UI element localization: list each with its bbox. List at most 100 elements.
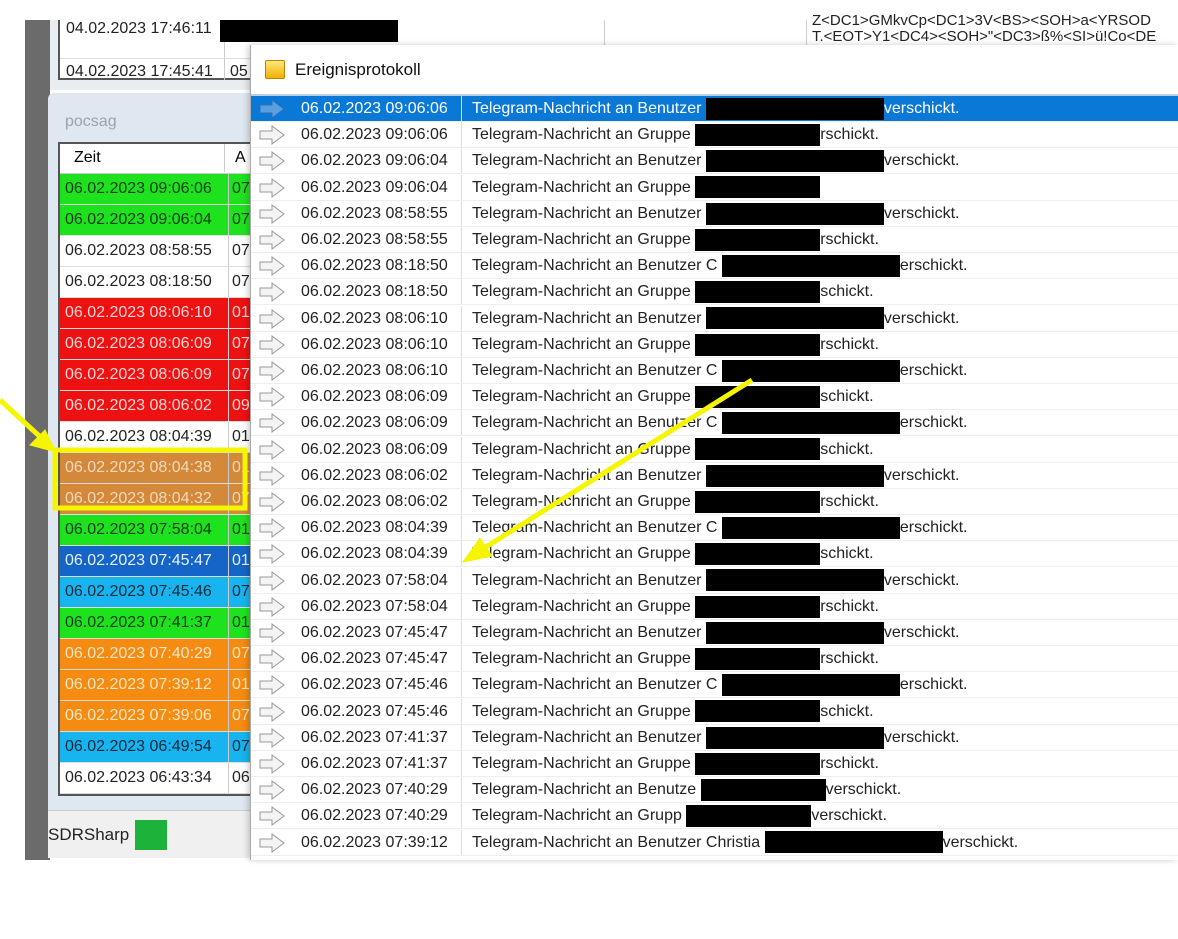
table-row[interactable]: 06.02.2023 08:06:09 07 — [60, 329, 253, 360]
list-item[interactable]: 06.02.2023 08:06:09 Telegram-Nachricht an… — [251, 384, 1178, 411]
message-prefix: Telegram-Nachricht an Gruppe — [472, 178, 691, 196]
payload-text: Z<DC1>GMkvCp<DC1>3V<BS><SOH>a<YRSOD — [812, 12, 1151, 29]
list-item[interactable]: 06.02.2023 08:06:10 Telegram-Nachricht an… — [251, 358, 1178, 384]
list-item[interactable]: 06.02.2023 07:45:46 Telegram-Nachricht an… — [251, 698, 1178, 725]
list-item[interactable]: 06.02.2023 07:41:37 Telegram-Nachricht an… — [251, 724, 1178, 751]
list-item[interactable]: 06.02.2023 07:39:12 Telegram-Nachricht an… — [251, 829, 1178, 856]
table-row[interactable]: 06.02.2023 07:39:06 07 — [60, 701, 253, 732]
event-message: Telegram-Nachricht an Gruppe schickt. — [472, 699, 874, 724]
arrow-right-icon — [259, 649, 285, 670]
table-row[interactable]: 06.02.2023 07:58:04 01 — [60, 515, 253, 546]
event-time: 06.02.2023 07:40:29 — [292, 803, 462, 829]
row-addr: 07 — [228, 205, 250, 235]
redaction — [705, 464, 884, 487]
list-item[interactable]: 06.02.2023 07:40:29 Telegram-Nachricht an… — [251, 803, 1178, 830]
list-item[interactable]: 06.02.2023 08:18:50 Telegram-Nachricht an… — [251, 279, 1178, 306]
list-item[interactable]: 06.02.2023 07:45:47 Telegram-Nachricht an… — [251, 646, 1178, 673]
column-header-zeit[interactable]: Zeit — [74, 149, 101, 166]
table-row[interactable]: 04.02.2023 17:46:11 — [66, 20, 212, 38]
table-row[interactable]: 06.02.2023 08:06:10 01 — [60, 298, 253, 329]
arrow-right-icon — [259, 570, 285, 591]
list-item[interactable]: 06.02.2023 07:45:47 Telegram-Nachricht an… — [251, 620, 1178, 646]
row-time: 06.02.2023 08:18:50 — [65, 273, 212, 290]
table-row[interactable]: 06.02.2023 07:40:29 07 — [60, 639, 253, 670]
redaction — [695, 438, 821, 461]
message-suffix: verschickt. — [883, 309, 960, 327]
message-suffix: verschickt. — [883, 571, 960, 589]
table-row[interactable]: 06.02.2023 07:45:46 07 — [60, 577, 253, 608]
row-addr: 01 — [228, 608, 250, 638]
message-prefix: Telegram-Nachricht an Gruppe — [472, 126, 691, 144]
table-row[interactable]: 06.02.2023 09:06:06 07 — [60, 174, 253, 205]
list-item[interactable]: 06.02.2023 08:06:09 Telegram-Nachricht an… — [251, 410, 1178, 437]
list-item[interactable]: 06.02.2023 08:06:10 Telegram-Nachricht an… — [251, 305, 1178, 332]
table-row[interactable]: 06.02.2023 07:41:37 01 — [60, 608, 253, 639]
event-message: Telegram-Nachricht an Benutzer C erschic… — [472, 253, 967, 278]
arrow-right-icon — [259, 701, 285, 722]
list-item[interactable]: 06.02.2023 08:58:55 Telegram-Nachricht an… — [251, 227, 1178, 253]
table-row[interactable]: 06.02.2023 07:39:12 01 — [60, 670, 253, 701]
message-suffix: verschickt. — [811, 807, 887, 825]
table-row[interactable]: 06.02.2023 06:43:34 06 — [60, 763, 253, 794]
list-item[interactable]: 06.02.2023 09:06:06 Telegram-Nachricht an… — [251, 96, 1178, 122]
table-row[interactable]: 06.02.2023 08:06:02 09 — [60, 391, 253, 422]
event-time: 06.02.2023 08:06:09 — [292, 436, 462, 462]
list-item[interactable]: 06.02.2023 07:58:04 Telegram-Nachricht an… — [251, 593, 1178, 620]
arrow-right-icon — [259, 806, 285, 827]
event-log-list[interactable]: 06.02.2023 09:06:06 Telegram-Nachricht an… — [251, 94, 1178, 860]
arrow-right-icon — [259, 361, 285, 381]
column-divider — [224, 20, 225, 80]
event-time: 06.02.2023 08:06:10 — [292, 305, 462, 331]
list-item[interactable]: 06.02.2023 08:06:10 Telegram-Nachricht an… — [251, 331, 1178, 358]
list-item[interactable]: 06.02.2023 08:04:39 Telegram-Nachricht an… — [251, 515, 1178, 542]
row-time: 06.02.2023 06:49:54 — [65, 738, 212, 755]
annotation-arrowhead — [461, 537, 493, 563]
message-prefix: Telegram-Nachricht an Benutzer — [472, 309, 702, 327]
message-prefix: Telegram-Nachricht an Gruppe — [472, 388, 691, 406]
message-prefix: Telegram-Nachricht an Benutzer — [472, 152, 702, 170]
table-header: Zeit A — [60, 144, 253, 174]
table-row[interactable]: 06.02.2023 06:49:54 07 — [60, 732, 253, 763]
column-header-a[interactable]: A — [224, 144, 246, 172]
arrow-right-icon — [259, 125, 285, 146]
log-window-icon — [265, 60, 285, 79]
event-message: Telegram-Nachricht an Gruppe rschickt. — [472, 122, 879, 147]
list-item[interactable]: 06.02.2023 07:45:46 Telegram-Nachricht an… — [251, 672, 1178, 699]
table-row[interactable]: 06.02.2023 08:18:50 07 — [60, 267, 253, 298]
list-item[interactable]: 06.02.2023 08:06:02 Telegram-Nachricht an… — [251, 462, 1178, 489]
list-item[interactable]: 06.02.2023 09:06:04 Telegram-Nachricht an… — [251, 174, 1178, 201]
redaction — [764, 831, 943, 854]
table-row[interactable]: 06.02.2023 09:06:04 07 — [60, 205, 253, 236]
message-prefix: Telegram-Nachricht an Benutzer — [472, 100, 702, 117]
row-addr: 05 — [230, 63, 248, 80]
list-item[interactable]: 06.02.2023 07:58:04 Telegram-Nachricht an… — [251, 567, 1178, 594]
table-row[interactable]: 06.02.2023 08:04:38 01 — [60, 453, 253, 484]
event-time: 06.02.2023 08:06:09 — [292, 410, 462, 436]
list-item[interactable]: 06.02.2023 09:06:04 Telegram-Nachricht an… — [251, 148, 1178, 175]
redaction — [705, 726, 884, 749]
list-item[interactable]: 06.02.2023 07:40:29 Telegram-Nachricht an… — [251, 777, 1178, 804]
row-time: 06.02.2023 08:06:02 — [65, 397, 212, 414]
list-item[interactable]: 06.02.2023 08:58:55 Telegram-Nachricht an… — [251, 200, 1178, 227]
message-suffix: rschickt. — [820, 335, 879, 353]
event-message: Telegram-Nachricht an Gruppe schickt. — [472, 541, 874, 566]
message-prefix: Telegram-Nachricht an Gruppe — [472, 702, 691, 720]
event-time: 06.02.2023 09:06:06 — [292, 122, 462, 148]
list-item[interactable]: 06.02.2023 07:41:37 Telegram-Nachricht an… — [251, 751, 1178, 777]
table-row[interactable]: 04.02.2023 17:45:41 — [66, 63, 213, 81]
list-item[interactable]: 06.02.2023 08:06:02 Telegram-Nachricht an… — [251, 489, 1178, 515]
arrow-right-icon — [259, 177, 285, 198]
event-time: 06.02.2023 09:06:06 — [292, 96, 462, 121]
message-prefix: Telegram-Nachricht an Benutzer — [472, 624, 702, 641]
message-suffix: erschickt. — [899, 362, 968, 379]
event-time: 06.02.2023 09:06:04 — [292, 148, 462, 174]
message-suffix: verschickt. — [883, 624, 960, 641]
list-item[interactable]: 06.02.2023 09:06:06 Telegram-Nachricht an… — [251, 122, 1178, 149]
list-item[interactable]: 06.02.2023 08:04:39 Telegram-Nachricht an… — [251, 541, 1178, 568]
message-prefix: Telegram-Nachricht an Benutzer — [472, 728, 702, 746]
table-row[interactable]: 06.02.2023 07:45:47 01 — [60, 546, 253, 577]
table-row[interactable]: 06.02.2023 08:58:55 07 — [60, 236, 253, 267]
message-suffix: verschickt. — [883, 466, 960, 484]
table-row[interactable]: 06.02.2023 08:06:09 07 — [60, 360, 253, 391]
list-item[interactable]: 06.02.2023 08:18:50 Telegram-Nachricht an… — [251, 253, 1178, 280]
